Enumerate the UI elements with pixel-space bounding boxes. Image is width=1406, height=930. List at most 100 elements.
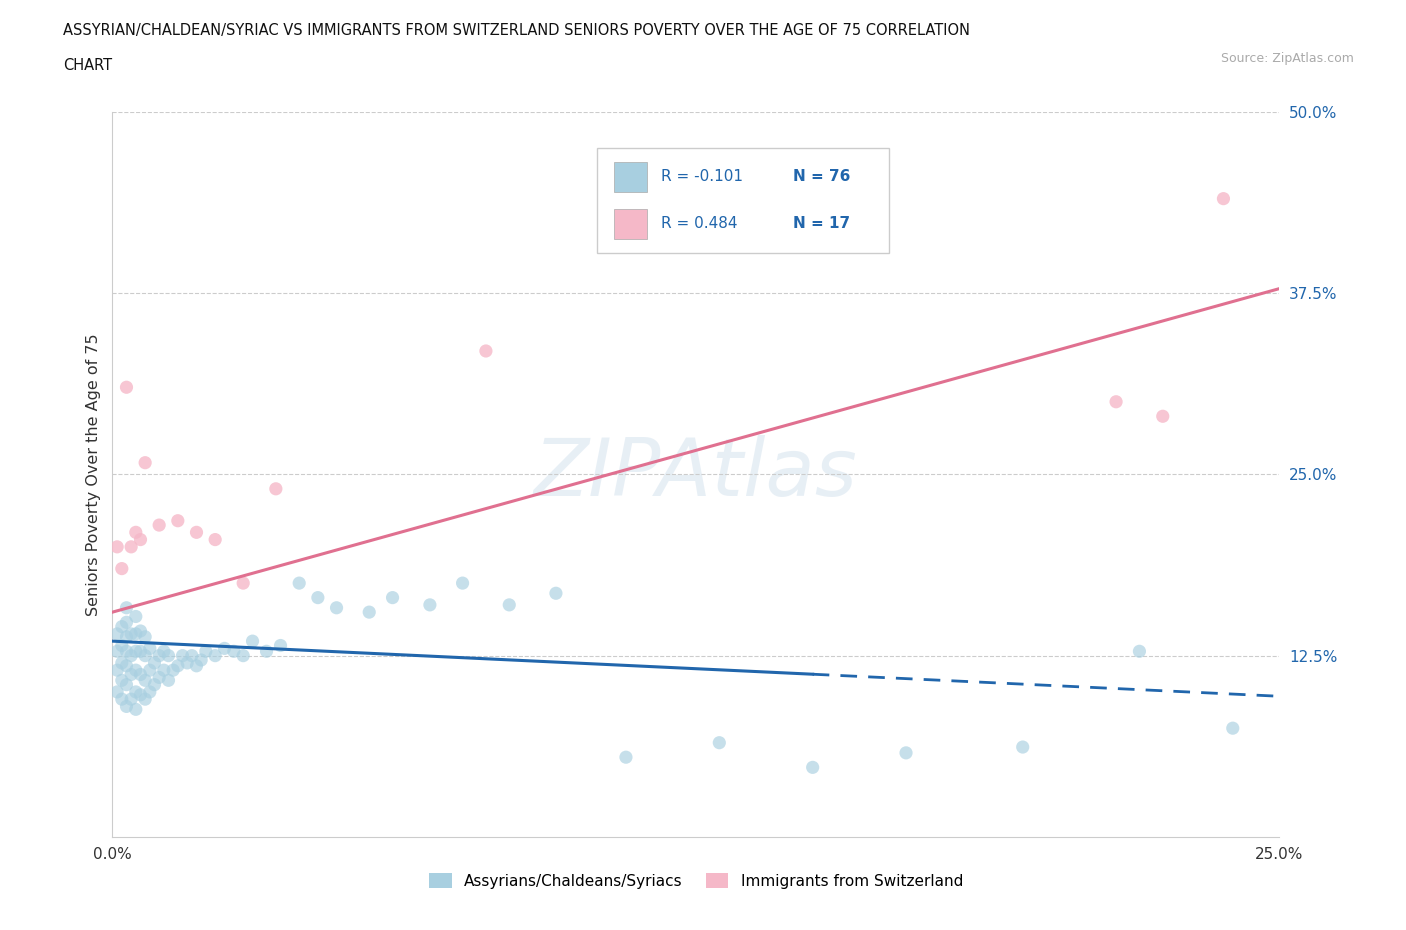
- Point: [451, 576, 474, 591]
- Point: [115, 379, 138, 394]
- Point: [139, 641, 162, 656]
- Point: [115, 630, 138, 644]
- Point: [186, 658, 208, 673]
- Point: [894, 746, 917, 761]
- Text: ASSYRIAN/CHALDEAN/SYRIAC VS IMMIGRANTS FROM SWITZERLAND SENIORS POVERTY OVER THE: ASSYRIAN/CHALDEAN/SYRIAC VS IMMIGRANTS F…: [63, 23, 970, 38]
- Point: [475, 343, 498, 358]
- Point: [115, 677, 138, 692]
- Point: [143, 677, 166, 692]
- Point: [709, 736, 731, 751]
- Point: [120, 667, 142, 682]
- Point: [325, 601, 347, 616]
- Text: N = 17: N = 17: [793, 217, 851, 232]
- Point: [129, 532, 152, 547]
- Point: [120, 627, 142, 642]
- Point: [139, 684, 162, 699]
- Point: [232, 648, 254, 663]
- Point: [256, 644, 278, 658]
- Point: [129, 687, 152, 702]
- Point: [172, 648, 194, 663]
- Point: [105, 539, 128, 554]
- Text: CHART: CHART: [63, 58, 112, 73]
- Point: [157, 648, 180, 663]
- Text: R = 0.484: R = 0.484: [661, 217, 738, 232]
- Point: [125, 644, 148, 658]
- Point: [1152, 409, 1174, 424]
- Point: [134, 673, 156, 688]
- Point: [134, 692, 156, 707]
- Point: [148, 670, 170, 684]
- Point: [1128, 644, 1150, 658]
- Point: [105, 644, 128, 658]
- Point: [419, 597, 441, 612]
- Point: [204, 532, 226, 547]
- Point: [194, 644, 217, 658]
- Point: [1011, 739, 1033, 754]
- Point: [166, 658, 188, 673]
- Point: [180, 648, 202, 663]
- Point: [498, 597, 520, 612]
- FancyBboxPatch shape: [596, 148, 889, 253]
- Point: [148, 518, 170, 533]
- Point: [105, 663, 128, 678]
- Point: [264, 482, 287, 497]
- Point: [1212, 192, 1234, 206]
- Point: [111, 561, 134, 576]
- Point: [129, 623, 152, 638]
- Point: [115, 644, 138, 658]
- Point: [186, 525, 208, 539]
- Point: [176, 656, 198, 671]
- Point: [120, 539, 142, 554]
- Point: [148, 648, 170, 663]
- Point: [111, 692, 134, 707]
- Point: [134, 648, 156, 663]
- Point: [242, 633, 264, 648]
- Point: [125, 684, 148, 699]
- Point: [115, 699, 138, 714]
- Point: [1222, 721, 1244, 736]
- Point: [125, 525, 148, 539]
- Point: [125, 702, 148, 717]
- Legend: Assyrians/Chaldeans/Syriacs, Immigrants from Switzerland: Assyrians/Chaldeans/Syriacs, Immigrants …: [423, 867, 969, 895]
- Point: [105, 627, 128, 642]
- Point: [153, 644, 176, 658]
- Point: [143, 656, 166, 671]
- Point: [120, 648, 142, 663]
- Point: [801, 760, 824, 775]
- Point: [111, 656, 134, 671]
- Point: [359, 604, 381, 619]
- Point: [111, 673, 134, 688]
- Point: [134, 630, 156, 644]
- Point: [307, 591, 329, 605]
- Point: [190, 653, 212, 668]
- Point: [614, 750, 637, 764]
- Point: [166, 513, 188, 528]
- Point: [222, 644, 245, 658]
- Point: [544, 586, 567, 601]
- Text: N = 76: N = 76: [793, 169, 851, 184]
- Point: [125, 663, 148, 678]
- Y-axis label: Seniors Poverty Over the Age of 75: Seniors Poverty Over the Age of 75: [86, 333, 101, 616]
- Point: [134, 456, 156, 471]
- Point: [115, 615, 138, 630]
- Text: Source: ZipAtlas.com: Source: ZipAtlas.com: [1220, 52, 1354, 65]
- Point: [129, 667, 152, 682]
- Point: [115, 601, 138, 616]
- FancyBboxPatch shape: [614, 208, 647, 239]
- Point: [120, 692, 142, 707]
- Point: [288, 576, 311, 591]
- Point: [139, 663, 162, 678]
- Point: [270, 638, 292, 653]
- Point: [381, 591, 404, 605]
- Point: [111, 638, 134, 653]
- Point: [125, 609, 148, 624]
- Point: [214, 641, 236, 656]
- Point: [129, 644, 152, 658]
- Text: ZIPAtlas: ZIPAtlas: [534, 435, 858, 513]
- Point: [1105, 394, 1128, 409]
- Point: [204, 648, 226, 663]
- Point: [125, 627, 148, 642]
- Point: [153, 663, 176, 678]
- Point: [105, 684, 128, 699]
- Point: [232, 576, 254, 591]
